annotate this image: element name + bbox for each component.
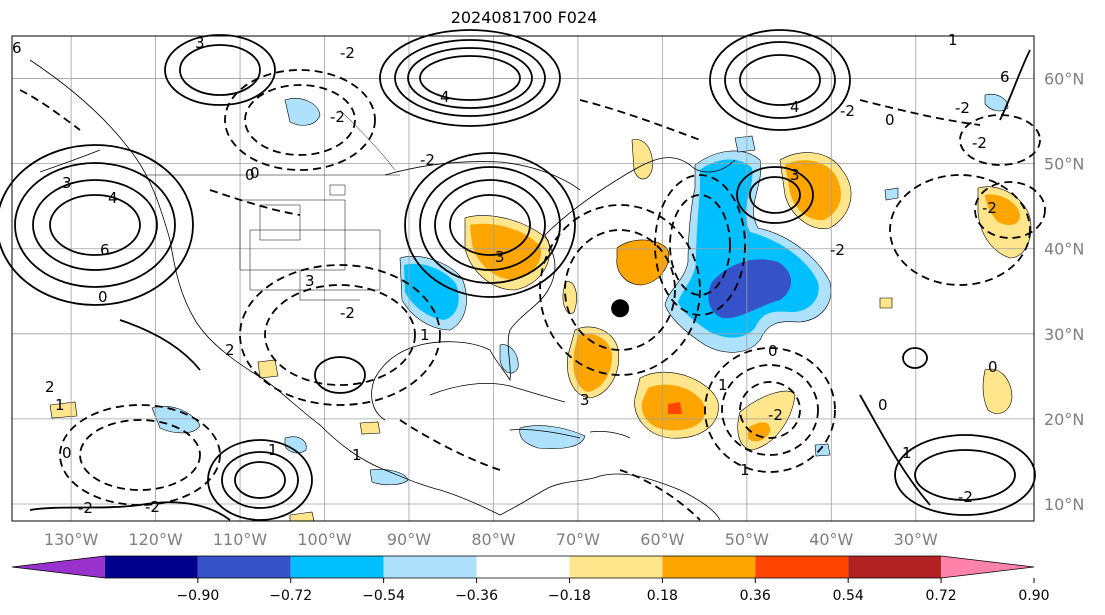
longitude-label: 70°W: [556, 530, 600, 549]
colorbar: −0.90 −0.72 −0.54 −0.36 −0.18 0.18 0.36 0.54 0.7…: [11, 555, 1050, 604]
latitude-label: 30°N: [1044, 325, 1084, 344]
negative-contours: [19, 69, 1046, 521]
colorbar-segment: [104, 556, 198, 578]
colorbar-tick-label: −0.36: [455, 588, 498, 604]
colorbar-segment: [290, 556, 384, 578]
colorbar-tick-label: 0.72: [926, 588, 957, 604]
contour-label: 6: [100, 241, 110, 259]
contour-label: 2: [45, 378, 55, 396]
longitude-label: 80°W: [471, 530, 515, 549]
contour-label: -2: [830, 241, 845, 259]
contour-label: 3: [62, 174, 72, 192]
contour-label: 0: [98, 288, 108, 306]
contour-label: -2: [420, 151, 435, 169]
contour-label: 1: [55, 396, 65, 414]
colorbar-segment: [755, 556, 849, 578]
map-title: 2024081700 F024: [450, 8, 598, 27]
longitude-label: 40°W: [809, 530, 853, 549]
contour-label: 0: [768, 342, 778, 360]
latitude-label: 20°N: [1044, 410, 1084, 429]
longitude-label: 120°W: [128, 530, 183, 549]
contour-label: -2: [340, 304, 355, 322]
colorbar-tick-label: −0.54: [362, 588, 405, 604]
longitude-label: 50°W: [725, 530, 769, 549]
colorbar-tick-label: −0.72: [269, 588, 312, 604]
contour-label: -2: [768, 406, 783, 424]
contour-label: 1: [902, 444, 912, 462]
contour-label: -2: [145, 498, 160, 516]
contour-label: 0: [250, 164, 260, 182]
longitude-label: 90°W: [387, 530, 431, 549]
contour-labels: 4 6 4 3 0 4 3 3 -2 -2 -2 -2 0 -2 1 -2 1 …: [12, 31, 1010, 517]
contour-label: 0: [878, 396, 888, 414]
contour-label: 1: [268, 441, 278, 459]
contour-label: -2: [340, 44, 355, 62]
contour-label: 1: [948, 31, 958, 49]
latitude-label: 60°N: [1044, 70, 1084, 89]
colorbar-tick-label: −0.18: [548, 588, 591, 604]
location-marker: [611, 299, 630, 318]
contour-label: 4: [790, 98, 800, 116]
contour-label: 1: [740, 461, 750, 479]
longitude-label: 30°W: [894, 530, 938, 549]
contour-label: -2: [955, 99, 970, 117]
contour-label: 3: [305, 272, 315, 290]
colorbar-segment: [662, 556, 756, 578]
contour-label: -2: [78, 499, 93, 517]
colorbar-segment: [569, 556, 663, 578]
colorbar-segment: [476, 556, 570, 578]
longitude-label: 60°W: [640, 530, 684, 549]
latitude-label: 10°N: [1044, 495, 1084, 514]
positive-contours: [0, 29, 1036, 521]
contour-label: 3: [495, 248, 505, 266]
colorbar-tick-label: 0.36: [740, 588, 771, 604]
contour-label: 4: [108, 189, 118, 207]
contour-label: -2: [840, 102, 855, 120]
longitude-labels: 130°W 120°W 110°W 100°W 90°W 80°W 70°W 60°W 50°W…: [44, 530, 938, 549]
latitude-label: 50°N: [1044, 155, 1084, 174]
colorbar-segment: [197, 556, 291, 578]
longitude-label: 130°W: [44, 530, 99, 549]
colorbar-tick-label: 0.54: [833, 588, 864, 604]
contour-label: 2: [225, 341, 235, 359]
contour-label: 3: [790, 166, 800, 184]
contour-label: 1: [718, 376, 728, 394]
longitude-label: 100°W: [297, 530, 352, 549]
graticule: [12, 36, 1034, 521]
latitude-label: 40°N: [1044, 240, 1084, 259]
colorbar-segment: [12, 556, 105, 578]
contour-label: 0: [245, 166, 255, 184]
contour-label: 1: [420, 326, 430, 344]
contour-label: 0: [988, 358, 998, 376]
contour-label: -2: [982, 199, 997, 217]
latitude-labels: 60°N 50°N 40°N 30°N 20°N 10°N: [1044, 70, 1084, 514]
colorbar-segment: [941, 556, 1034, 578]
contour-label: -2: [330, 108, 345, 126]
contour-label: -2: [958, 488, 973, 506]
longitude-label: 110°W: [213, 530, 268, 549]
contour-label: 0: [62, 444, 72, 462]
contour-label: 6: [1000, 68, 1010, 86]
contour-label: 3: [580, 391, 590, 409]
colorbar-outline: [11, 555, 1035, 579]
contour-label: 3: [195, 34, 205, 52]
colorbar-tick-label: −0.90: [176, 588, 219, 604]
coastlines: [29, 59, 736, 521]
contour-label: 0: [885, 111, 895, 129]
colorbar-segment: [383, 556, 477, 578]
colorbar-tick-label: 0.18: [647, 588, 678, 604]
colorbar-segment: [848, 556, 942, 578]
contour-label: 4: [440, 88, 450, 106]
colorbar-tick-label: 0.90: [1018, 588, 1049, 604]
contour-label: 6: [12, 39, 22, 57]
map-panel: 4 6 4 3 0 4 3 3 -2 -2 -2 -2 0 -2 1 -2 1 …: [0, 29, 1046, 522]
contour-label: -2: [972, 134, 987, 152]
contour-label: 1: [352, 446, 362, 464]
